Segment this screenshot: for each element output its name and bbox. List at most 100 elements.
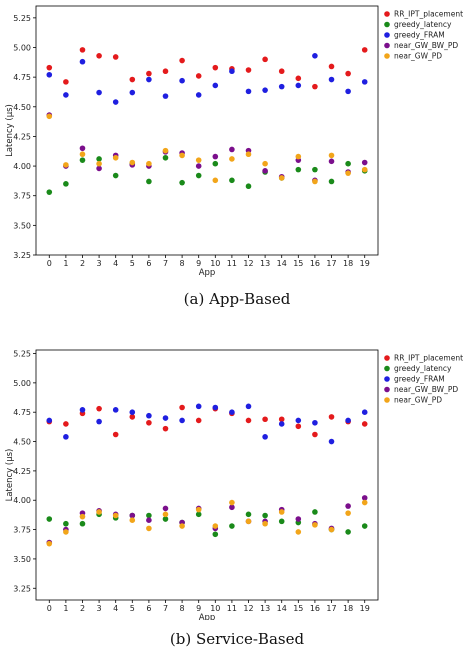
- data-point: [328, 438, 335, 445]
- data-point: [162, 505, 169, 512]
- x-tick-label: 11: [227, 604, 237, 613]
- data-point: [312, 53, 318, 59]
- x-tick-label: 2: [80, 604, 85, 613]
- data-point: [195, 506, 202, 513]
- data-point: [96, 509, 102, 515]
- data-point: [212, 404, 219, 411]
- x-tick-label: 7: [163, 604, 168, 613]
- series-near_GW_BW_PD: [46, 495, 368, 546]
- data-point: [129, 512, 136, 519]
- data-point: [179, 404, 185, 411]
- x-tick-label: 14: [277, 259, 287, 268]
- data-point: [112, 407, 119, 413]
- data-point: [63, 181, 69, 187]
- x-tick-label: 5: [130, 259, 135, 268]
- data-point: [112, 431, 119, 438]
- data-point: [312, 419, 318, 426]
- data-point: [63, 434, 69, 440]
- data-point: [63, 520, 69, 527]
- x-tick-label: 19: [360, 604, 370, 613]
- series-near_GW_PD: [46, 499, 368, 547]
- y-tick-label: 4.50: [13, 103, 31, 112]
- data-point: [361, 47, 368, 53]
- data-point: [129, 414, 136, 420]
- data-point: [295, 166, 302, 173]
- data-point: [245, 67, 252, 73]
- data-point: [345, 529, 351, 535]
- data-point: [361, 166, 368, 173]
- data-point: [345, 417, 351, 424]
- data-point: [361, 409, 368, 416]
- data-point: [146, 512, 152, 519]
- data-point: [295, 516, 302, 522]
- data-point: [262, 168, 268, 174]
- legend-label: near_GW_PD: [394, 52, 442, 61]
- legend-marker: [384, 376, 390, 382]
- x-axis-label: App: [199, 268, 216, 278]
- data-point: [96, 89, 102, 96]
- x-tick-label: 4: [113, 604, 118, 613]
- data-point: [79, 58, 86, 65]
- data-point: [361, 499, 368, 506]
- data-point: [328, 414, 335, 420]
- y-tick-label: 4.25: [13, 132, 31, 141]
- data-point: [179, 179, 185, 186]
- data-point: [79, 157, 86, 163]
- data-point: [295, 423, 302, 430]
- data-point: [245, 417, 252, 424]
- x-tick-label: 14: [277, 604, 287, 613]
- data-point: [46, 516, 53, 522]
- data-point: [162, 415, 169, 421]
- data-point: [96, 405, 102, 412]
- data-point: [229, 409, 235, 416]
- data-point: [162, 68, 169, 75]
- data-point: [245, 151, 252, 158]
- legend-label: near_GW_PD: [394, 396, 442, 405]
- data-point: [328, 152, 335, 159]
- data-point: [112, 172, 119, 179]
- data-point: [312, 178, 318, 185]
- data-point: [262, 416, 268, 423]
- data-point: [195, 172, 202, 179]
- legend-label: greedy_latency: [394, 20, 452, 29]
- data-point: [46, 113, 53, 120]
- data-point: [278, 83, 285, 90]
- data-point: [345, 510, 351, 516]
- data-point: [179, 523, 185, 529]
- data-point: [278, 509, 285, 515]
- y-tick-label: 3.50: [13, 555, 31, 564]
- data-point: [212, 177, 219, 184]
- x-axis-label: App: [199, 613, 216, 620]
- y-tick-label: 5.25: [13, 350, 31, 359]
- data-point: [345, 503, 351, 509]
- data-point: [345, 170, 351, 176]
- data-point: [295, 82, 302, 89]
- series-greedy_latency: [46, 154, 368, 195]
- data-point: [262, 434, 268, 440]
- x-tick-label: 15: [293, 604, 303, 613]
- data-point: [229, 523, 235, 529]
- data-point: [96, 160, 102, 167]
- data-point: [278, 175, 285, 181]
- legend-marker: [384, 397, 390, 403]
- y-tick-label: 4.50: [13, 438, 31, 447]
- data-point: [79, 145, 86, 152]
- data-point: [312, 509, 318, 515]
- legend-marker: [384, 42, 390, 49]
- data-point: [262, 87, 268, 93]
- plot-frame: [35, 5, 379, 256]
- data-point: [46, 417, 53, 424]
- x-tick-label: 9: [196, 259, 201, 268]
- legend-label: RR_IPT_placement: [394, 354, 463, 363]
- data-point: [146, 76, 152, 83]
- y-tick-label: 5.00: [13, 379, 31, 388]
- data-point: [129, 159, 136, 166]
- data-point: [229, 156, 235, 162]
- data-point: [46, 64, 53, 71]
- x-tick-label: 18: [343, 259, 353, 268]
- data-point: [162, 516, 169, 522]
- y-axis-label: Latency (μs): [5, 449, 15, 502]
- x-tick-label: 7: [163, 259, 168, 268]
- x-tick-label: 16: [310, 259, 320, 268]
- data-point: [63, 162, 69, 168]
